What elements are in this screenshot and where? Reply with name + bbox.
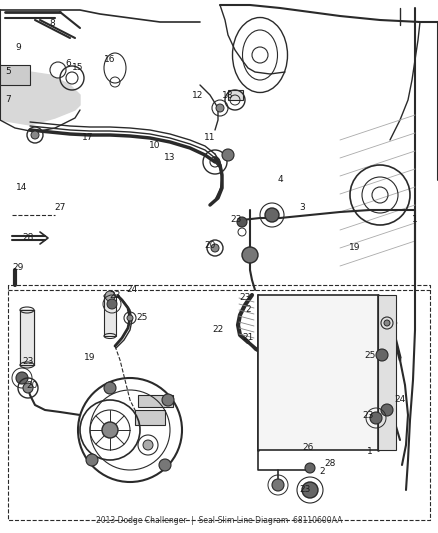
Text: 7: 7	[5, 95, 11, 104]
Text: 2: 2	[319, 467, 325, 477]
Circle shape	[104, 382, 116, 394]
Text: 16: 16	[104, 55, 116, 64]
Circle shape	[384, 320, 390, 326]
Text: 10: 10	[149, 141, 161, 149]
Text: 1: 1	[367, 448, 373, 456]
Text: 23: 23	[362, 411, 374, 421]
Text: 24: 24	[127, 286, 138, 295]
Circle shape	[242, 247, 258, 263]
Text: 20: 20	[204, 241, 215, 251]
Circle shape	[16, 372, 28, 384]
Text: 8: 8	[49, 20, 55, 28]
Polygon shape	[0, 10, 80, 125]
Bar	[378, 295, 396, 450]
Text: 29: 29	[12, 263, 24, 272]
Circle shape	[23, 383, 33, 393]
Text: 23: 23	[22, 358, 34, 367]
Circle shape	[211, 244, 219, 252]
Text: 13: 13	[164, 154, 176, 163]
Circle shape	[370, 412, 382, 424]
Text: 27: 27	[54, 204, 66, 213]
Circle shape	[216, 104, 224, 112]
Bar	[20, 310, 34, 365]
Circle shape	[31, 131, 39, 139]
Text: 24: 24	[394, 395, 406, 405]
Text: 15: 15	[72, 63, 84, 72]
Circle shape	[162, 394, 174, 406]
Text: 23: 23	[230, 215, 242, 224]
Text: 14: 14	[16, 183, 28, 192]
Circle shape	[305, 463, 315, 473]
Circle shape	[127, 315, 133, 321]
Circle shape	[105, 291, 115, 301]
Bar	[0, 65, 30, 85]
Text: 25: 25	[136, 313, 148, 322]
Text: 23: 23	[110, 290, 121, 300]
Text: 4: 4	[277, 175, 283, 184]
Circle shape	[86, 454, 98, 466]
Circle shape	[159, 459, 171, 471]
Circle shape	[237, 217, 247, 227]
Text: 21: 21	[242, 334, 254, 343]
Text: 5: 5	[5, 68, 11, 77]
Circle shape	[102, 422, 118, 438]
Text: 2013 Dodge Challenger  |  Seal-Slim Line Diagram  68110600AA: 2013 Dodge Challenger | Seal-Slim Line D…	[96, 516, 342, 525]
Circle shape	[302, 482, 318, 498]
Circle shape	[272, 479, 284, 491]
Text: 22: 22	[212, 326, 224, 335]
Text: 28: 28	[324, 459, 336, 469]
Text: 23: 23	[299, 486, 311, 495]
Text: 19: 19	[84, 353, 96, 362]
Text: 25: 25	[364, 351, 376, 360]
Text: 6: 6	[65, 60, 71, 69]
Bar	[138, 395, 173, 407]
Circle shape	[376, 349, 388, 361]
Text: 20: 20	[26, 382, 38, 391]
Bar	[135, 410, 165, 425]
Circle shape	[107, 299, 117, 309]
Bar	[228, 90, 243, 100]
Text: 19: 19	[349, 244, 361, 253]
Text: 2: 2	[245, 305, 251, 314]
Text: 1: 1	[412, 215, 418, 224]
Text: 26: 26	[302, 443, 314, 453]
Bar	[258, 295, 378, 450]
Circle shape	[143, 440, 153, 450]
Bar	[104, 296, 116, 336]
Text: 11: 11	[204, 133, 216, 142]
Circle shape	[381, 404, 393, 416]
Circle shape	[222, 149, 234, 161]
Text: 12: 12	[192, 92, 204, 101]
Text: 23: 23	[239, 294, 251, 303]
Text: 18: 18	[222, 92, 234, 101]
Text: 3: 3	[299, 204, 305, 213]
Circle shape	[265, 208, 279, 222]
Text: 17: 17	[82, 133, 94, 142]
Text: 28: 28	[22, 233, 34, 243]
Text: 9: 9	[15, 44, 21, 52]
